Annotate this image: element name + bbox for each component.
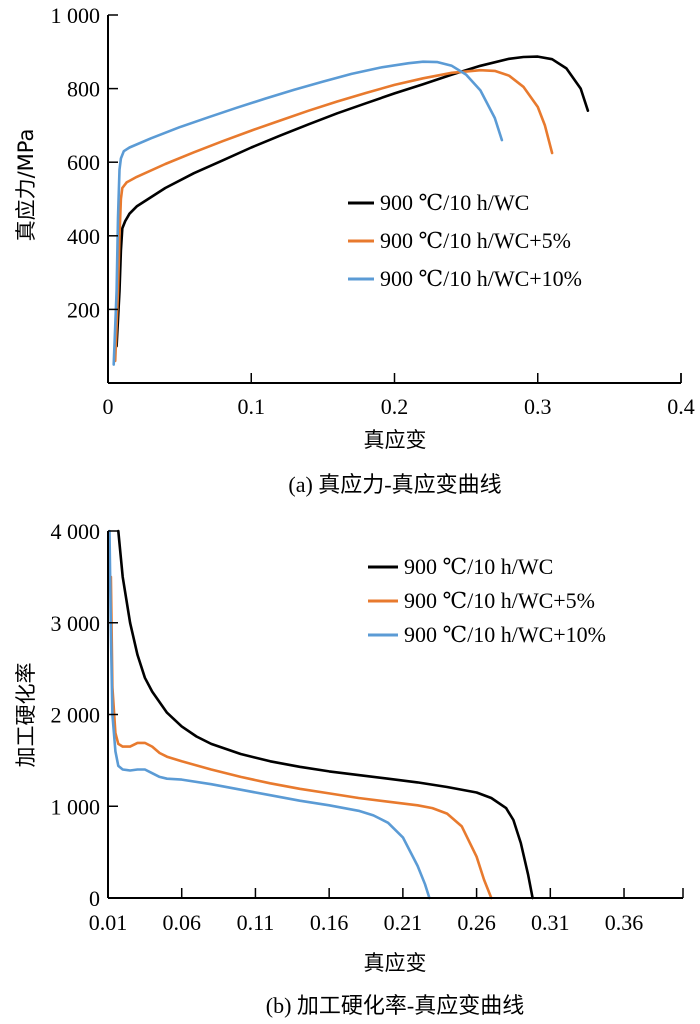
x-tick-label: 0.26 [457,910,496,935]
panel-a-caption: (a) 真应力-真应变曲线 [288,472,501,497]
series-line-black [115,55,590,348]
panel-b-legend: 900 ℃/10 h/WC 900 ℃/10 h/WC+5% 900 ℃/10 h/… [368,554,606,647]
x-tick-label: 0.21 [384,910,423,935]
legend-label: 900 ℃/10 h/WC [380,190,529,215]
x-tick-label: 0.4 [667,394,695,419]
x-tick-label: 0.36 [605,910,644,935]
x-tick-label: 0.31 [531,910,570,935]
x-tick-label: 0.2 [381,394,409,419]
legend-label: 900 ℃/10 h/WC+5% [380,228,571,253]
series-line-orange [109,575,493,900]
panel-a-y-axis-title: 真应力/MPa [14,129,38,242]
legend-label: 900 ℃/10 h/WC+5% [404,588,595,613]
legend-label: 900 ℃/10 h/WC+10% [380,266,582,291]
y-tick-label: 4 000 [51,519,101,544]
panel-b-series-group [108,529,534,900]
y-tick-label: 600 [67,150,100,175]
y-tick-label: 400 [67,224,100,249]
panel-b-x-tick-labels: 0.01 0.06 0.11 0.16 0.21 0.26 0.31 0.36 [89,910,644,935]
series-line-blue [112,60,504,366]
panel-a-chart: 0 0.1 0.2 0.3 0.4 200 400 600 800 1 000 真应变 真应力/… [14,3,695,497]
legend-label: 900 ℃/10 h/WC+10% [404,622,606,647]
panel-a-y-tick-labels: 200 400 600 800 1 000 [51,3,101,322]
series-line-blue [108,529,431,900]
panel-b-y-tick-labels: 0 1 000 2 000 3 000 4 000 [51,519,101,911]
y-tick-label: 200 [67,297,100,322]
panel-b-x-axis-title: 真应变 [364,951,427,975]
panel-b-y-axis-title: 加工硬化率 [14,663,38,768]
panel-a-x-axis-title: 真应变 [364,428,427,452]
panel-a-ticks [108,14,682,383]
y-tick-label: 1 000 [51,3,101,28]
panel-b-chart: 0.01 0.06 0.11 0.16 0.21 0.26 0.31 0.36 0 1 000 2… [14,519,684,1018]
panel-a-legend: 900 ℃/10 h/WC 900 ℃/10 h/WC+5% 900 ℃/10 h/… [348,190,582,291]
series-line-orange [113,68,554,363]
series-line-black [117,529,534,900]
x-tick-label: 0.11 [237,910,275,935]
y-tick-label: 3 000 [51,611,101,636]
panel-a-series-group [112,55,590,366]
x-tick-label: 0.16 [310,910,349,935]
y-tick-label: 1 000 [51,794,101,819]
panel-b-caption: (b) 加工硬化率-真应变曲线 [266,993,524,1018]
panel-a-x-tick-labels: 0 0.1 0.2 0.3 0.4 [103,394,695,419]
y-tick-label: 800 [67,77,100,102]
x-tick-label: 0.1 [238,394,266,419]
y-tick-label: 0 [89,886,100,911]
y-tick-label: 2 000 [51,703,101,728]
x-tick-label: 0 [103,394,114,419]
legend-label: 900 ℃/10 h/WC [404,554,553,579]
x-tick-label: 0.01 [89,910,128,935]
x-tick-label: 0.06 [162,910,201,935]
panel-b-ticks [108,530,684,899]
x-tick-label: 0.3 [524,394,552,419]
